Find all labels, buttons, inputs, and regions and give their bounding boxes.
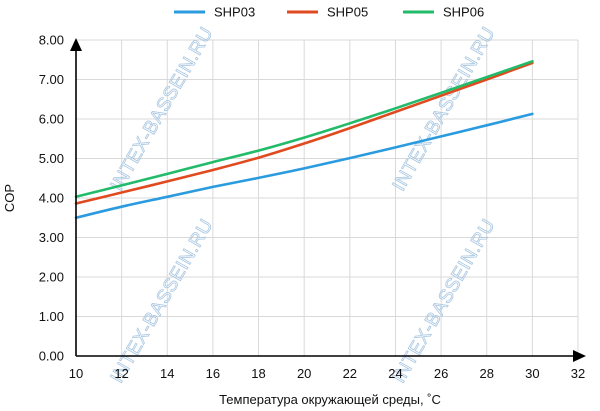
x-tick-label-7: 24	[388, 366, 402, 381]
y-tick-label-2: 2.00	[39, 270, 64, 285]
y-tick-label-1: 1.00	[39, 309, 64, 324]
legend-label-shp03: SHP03	[214, 5, 255, 20]
y-tick-label-6: 6.00	[39, 112, 64, 127]
x-axis-title: Температура окружающей среды, ˚С	[219, 392, 441, 407]
y-tick-label-0: 0.00	[39, 349, 64, 364]
series-line-shp05	[74, 61, 534, 205]
x-tick-label-5: 20	[297, 366, 311, 381]
series-line-shp06	[74, 60, 534, 199]
watermark-2: INTEX-BASSEIN.RU	[107, 216, 218, 387]
y-axis-arrow	[70, 38, 82, 51]
legend: SHP03 SHP05 SHP06	[174, 5, 484, 20]
x-tick-label-6: 22	[343, 366, 357, 381]
x-tick-label-1: 12	[114, 366, 128, 381]
legend-label-shp06: SHP06	[443, 5, 484, 20]
y-tick-labels: 0.00 1.00 2.00 3.00 4.00 5.00 6.00 7.00 8.00	[39, 33, 64, 364]
x-tick-label-0: 10	[69, 366, 83, 381]
x-tick-label-9: 28	[479, 366, 493, 381]
legend-label-shp05: SHP05	[327, 5, 368, 20]
x-tick-label-3: 16	[206, 366, 220, 381]
x-tick-label-11: 32	[571, 366, 585, 381]
series-line-shp03	[74, 112, 534, 220]
x-tick-label-2: 14	[160, 366, 174, 381]
y-axis-title: COP	[2, 184, 17, 212]
watermark-3: INTEX-BASSEIN.RU	[389, 216, 500, 387]
y-tick-label-7: 7.00	[39, 72, 64, 87]
x-tick-label-4: 18	[251, 366, 265, 381]
y-tick-label-5: 5.00	[39, 151, 64, 166]
x-tick-label-10: 30	[525, 366, 539, 381]
x-axis-arrow	[573, 350, 586, 362]
axes	[70, 38, 586, 362]
x-tick-label-8: 26	[434, 366, 448, 381]
y-tick-label-3: 3.00	[39, 230, 64, 245]
x-tick-labels: 10 12 14 16 18 20 22 24 26 28 30 32	[69, 366, 585, 381]
y-tick-label-4: 4.00	[39, 191, 64, 206]
series-lines	[74, 60, 534, 220]
grid	[75, 39, 579, 357]
y-tick-label-8: 8.00	[39, 33, 64, 48]
watermark-0: INTEX-BASSEIN.RU	[107, 24, 218, 195]
